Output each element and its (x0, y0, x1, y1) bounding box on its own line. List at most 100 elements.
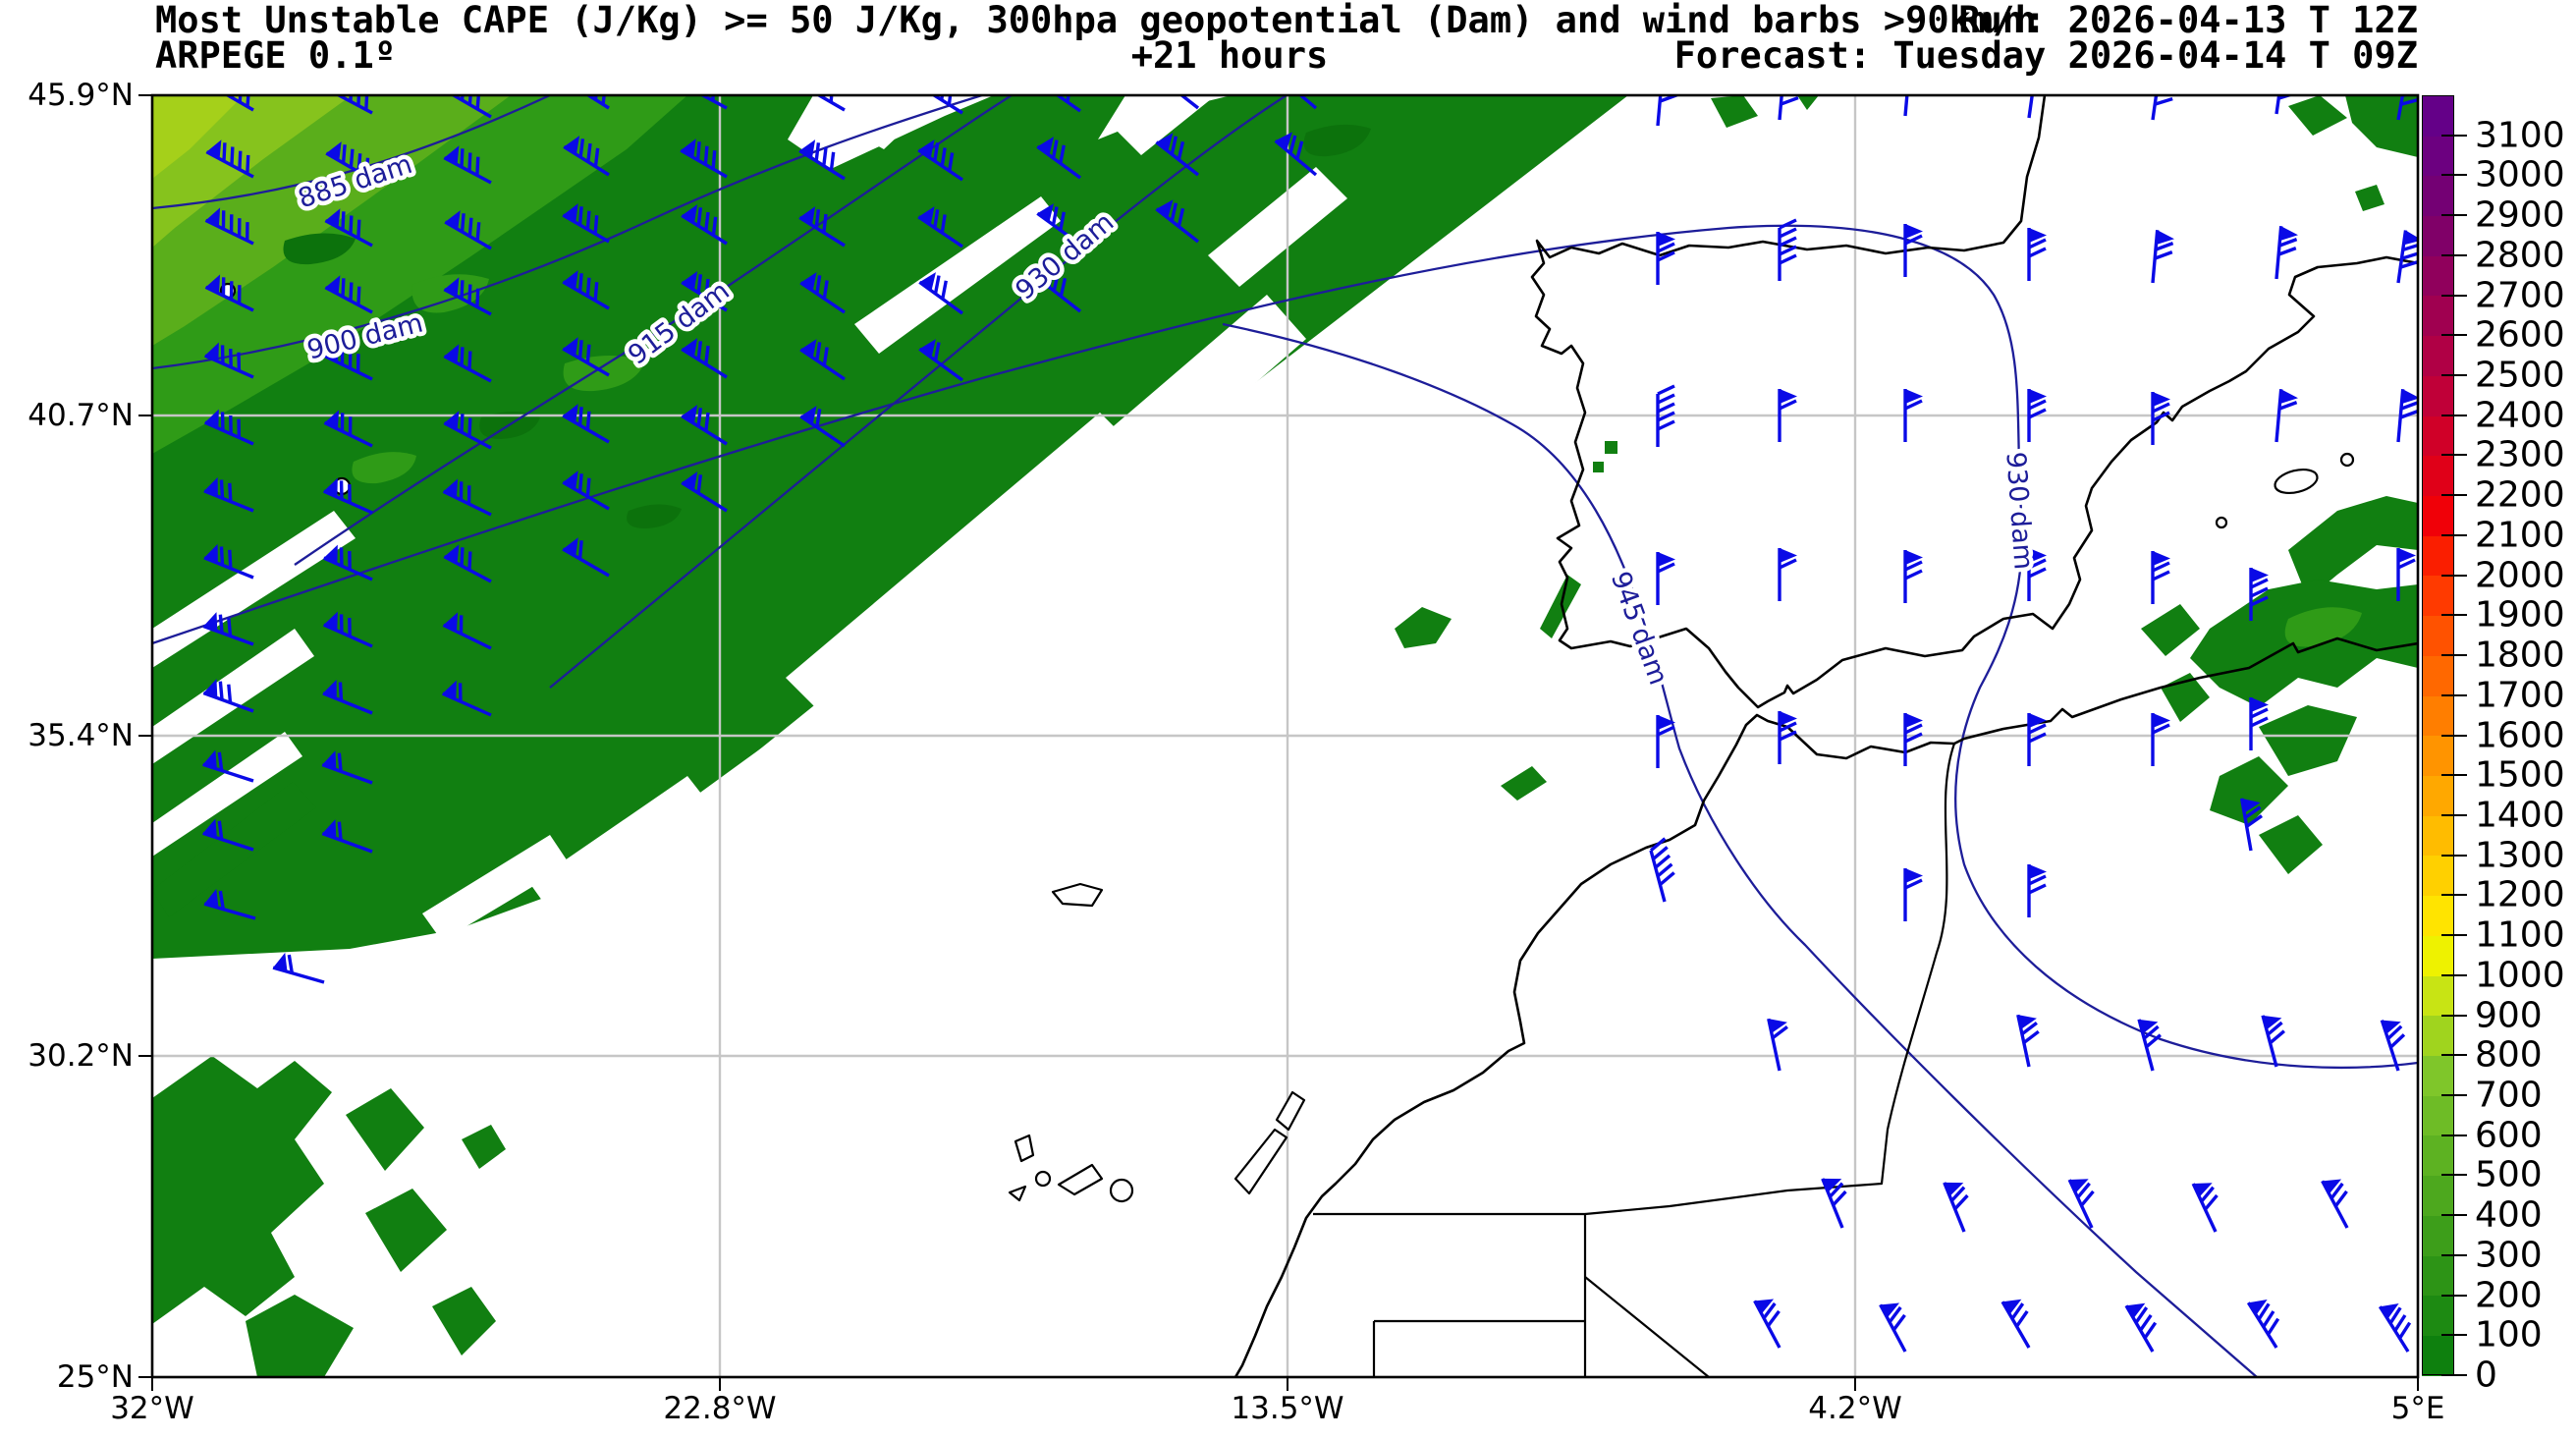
x-axis-tick (1853, 1378, 1857, 1391)
colorbar-tick-label: 3100 (2475, 115, 2565, 156)
colorbar-segment (2422, 814, 2454, 857)
colorbar-tick (2441, 574, 2467, 577)
colorbar-segment (2422, 935, 2454, 976)
wind-barb (321, 819, 373, 854)
wind-barb (322, 544, 373, 581)
colorbar-tick-label: 200 (2475, 1275, 2543, 1316)
wind-barb (1036, 137, 1081, 180)
colorbar-tick-label: 1400 (2475, 795, 2565, 836)
wind-barb (562, 470, 610, 511)
wind-barb (2027, 389, 2047, 442)
colorbar-segment (2422, 455, 2454, 496)
colorbar-tick (2441, 214, 2467, 217)
colorbar-tick (2441, 294, 2467, 297)
colorbar-segment (2422, 615, 2454, 656)
colorbar-tick (2441, 1253, 2467, 1256)
colorbar-segment (2422, 1094, 2454, 1136)
wind-barb (1155, 133, 1200, 177)
colorbar-tick (2441, 1374, 2467, 1376)
wind-barb (2275, 226, 2298, 280)
colorbar-segment (2422, 775, 2454, 816)
y-axis-tick (138, 414, 152, 417)
wind-barb (1903, 713, 1923, 766)
wind-barb (562, 404, 610, 444)
wind-barb (918, 272, 963, 315)
wind-barb (680, 138, 728, 179)
colorbar-tick-label: 2700 (2475, 275, 2565, 316)
wind-barb (202, 818, 254, 852)
wind-barb (2151, 230, 2174, 284)
colorbar-tick-label: 1800 (2475, 635, 2565, 676)
colorbar-tick (2441, 1093, 2467, 1096)
colorbar-tick-label: 1300 (2475, 835, 2565, 876)
colorbar-tick (2441, 973, 2467, 976)
wind-barb (1036, 203, 1081, 247)
wind-barb (204, 207, 254, 246)
colorbar-tick (2441, 1174, 2467, 1177)
colorbar-tick-label: 600 (2475, 1115, 2543, 1156)
wind-barb (1656, 95, 1678, 127)
geopotential-contours (152, 95, 2418, 1377)
wind-barb (2016, 1014, 2040, 1068)
colorbar-tick-label: 2200 (2475, 474, 2565, 516)
wind-barb (798, 139, 846, 181)
wind-barb (1753, 1299, 1781, 1349)
wind-barb (2067, 1179, 2095, 1229)
wind-barb (2396, 230, 2418, 284)
wind-barb (2396, 548, 2416, 601)
colorbar-tick-label: 700 (2475, 1075, 2543, 1116)
colorbar-segment (2422, 95, 2454, 137)
y-axis-tick-label: 45.9°N (27, 78, 134, 113)
wind-barb (442, 612, 492, 650)
wind-barb (2137, 1019, 2162, 1072)
wind-barb (443, 544, 492, 583)
wind-barb (203, 888, 256, 920)
wind-barb (324, 275, 373, 314)
wind-barb (2027, 95, 2039, 119)
y-axis-tick-label: 35.4°N (27, 718, 134, 753)
wind-barb (443, 344, 492, 383)
wind-barb (562, 537, 610, 578)
colorbar-tick-label: 2100 (2475, 515, 2565, 556)
colorbar-segment (2422, 1295, 2454, 1337)
wind-barb (2321, 1179, 2349, 1229)
wind-barb (562, 337, 610, 377)
colorbar-tick (2441, 774, 2467, 777)
colorbar-segment (2422, 175, 2454, 216)
colorbar-tick-label: 300 (2475, 1235, 2543, 1276)
wind-barb (323, 343, 373, 381)
wind-barb (202, 612, 254, 646)
wind-barb (799, 272, 846, 314)
wind-barb (681, 471, 728, 513)
y-axis-tick-label: 40.7°N (27, 398, 134, 433)
wind-barb (2378, 1303, 2412, 1353)
y-axis-tick-label: 25°N (56, 1359, 134, 1395)
colorbar-tick (2441, 414, 2467, 416)
colorbar-tick (2441, 374, 2467, 377)
wind-barb (2249, 697, 2269, 750)
colorbar-segment (2422, 215, 2454, 256)
colorbar-tick (2441, 734, 2467, 737)
wind-barb (562, 270, 610, 310)
x-axis-tick-label: 5°E (2390, 1391, 2445, 1426)
wind-barb (917, 139, 963, 182)
colorbar-tick-label: 1000 (2475, 955, 2565, 996)
wind-barb (799, 406, 846, 448)
y-axis-tick (138, 1375, 152, 1379)
wind-barb (1879, 1302, 1907, 1353)
wind-barb (799, 339, 846, 381)
wind-barb (1778, 389, 1797, 442)
wind-barb (203, 409, 254, 446)
forecast-timestamp: Forecast: Tuesday 2026-04-14 T 09Z (1673, 34, 2418, 77)
colorbar-tick (2441, 934, 2467, 937)
wind-barb (2246, 1300, 2280, 1349)
colorbar-tick (2441, 1334, 2467, 1337)
wind-barb (2151, 713, 2170, 766)
wind-barb (1274, 95, 1318, 110)
wind-barb (2001, 1299, 2031, 1349)
wind-barb (681, 338, 728, 379)
wind-barb (321, 750, 373, 785)
wind-barb (2191, 1183, 2219, 1233)
colorbar-segment (2422, 655, 2454, 696)
